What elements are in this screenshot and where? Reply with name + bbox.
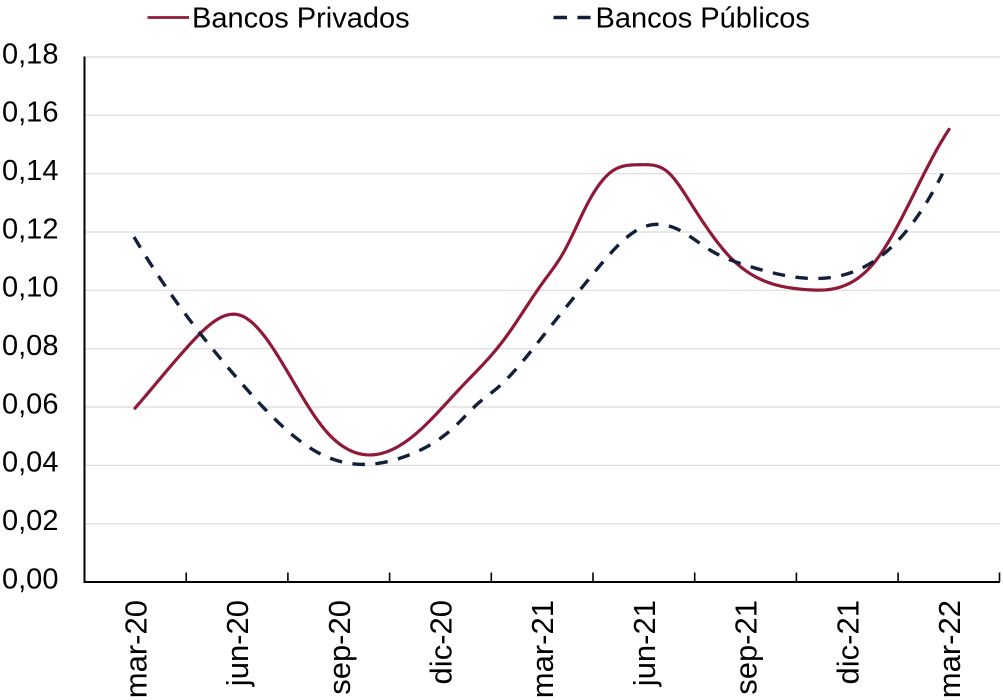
svg-text:sep-20: sep-20: [322, 600, 357, 695]
svg-text:Bancos Públicos: Bancos Públicos: [596, 3, 810, 35]
svg-text:mar-21: mar-21: [525, 600, 560, 698]
svg-text:mar-20: mar-20: [118, 600, 153, 698]
svg-text:Bancos Privados: Bancos Privados: [192, 3, 410, 35]
svg-text:0,00: 0,00: [2, 563, 58, 595]
svg-text:sep-21: sep-21: [729, 600, 764, 695]
svg-text:0,06: 0,06: [2, 388, 58, 420]
svg-text:jun-21: jun-21: [627, 600, 662, 687]
svg-text:dic-20: dic-20: [424, 600, 459, 684]
svg-text:0,08: 0,08: [2, 330, 58, 362]
svg-text:dic-21: dic-21: [830, 600, 865, 684]
svg-text:0,12: 0,12: [2, 213, 58, 245]
svg-text:mar-22: mar-22: [932, 600, 967, 698]
svg-text:jun-20: jun-20: [220, 600, 255, 687]
svg-text:0,18: 0,18: [2, 38, 58, 70]
svg-text:0,02: 0,02: [2, 505, 58, 537]
svg-text:0,14: 0,14: [2, 155, 58, 187]
svg-text:0,10: 0,10: [2, 272, 58, 304]
svg-text:0,16: 0,16: [2, 97, 58, 129]
svg-text:0,04: 0,04: [2, 447, 58, 479]
